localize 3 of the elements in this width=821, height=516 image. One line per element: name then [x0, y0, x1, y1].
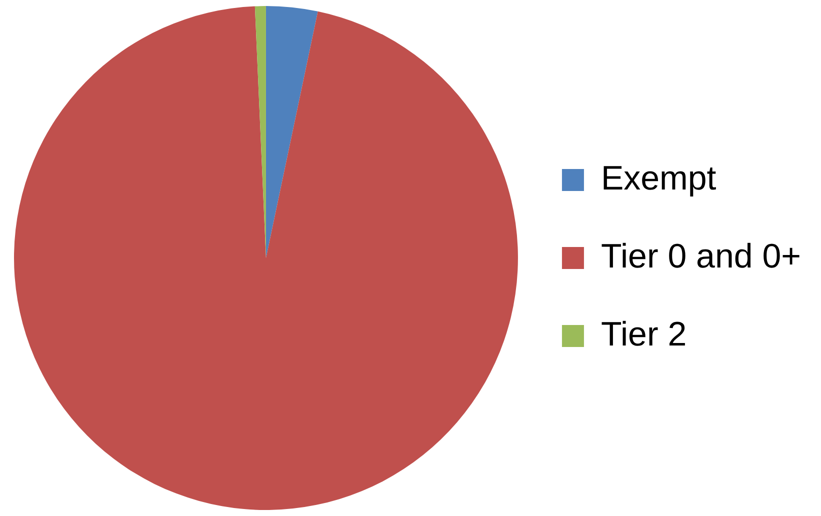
legend-label: Tier 2: [600, 315, 687, 354]
legend-label: Tier 0 and 0+: [600, 237, 802, 276]
legend-label: Exempt: [600, 159, 717, 198]
